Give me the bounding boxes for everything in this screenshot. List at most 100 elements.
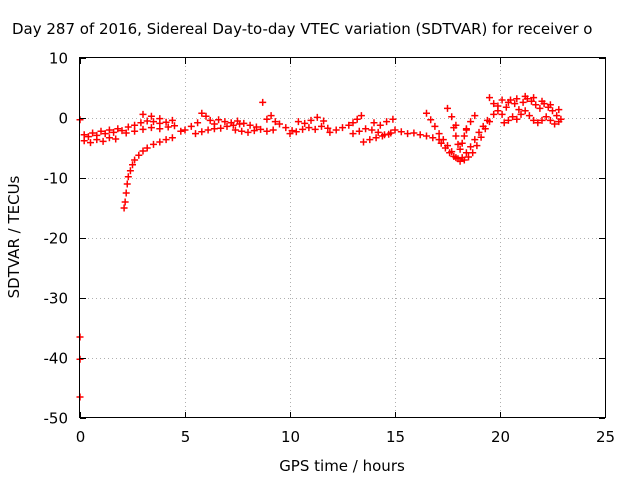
data-point [366,136,374,144]
data-point [339,124,346,132]
data-point [372,134,380,142]
data-point [391,126,399,134]
data-point [555,106,563,114]
data-point [454,140,462,148]
data-point [135,151,143,159]
data-point [311,125,319,133]
data-point [150,118,157,126]
data-point [192,130,199,138]
data-point [490,110,498,118]
data-point [259,98,267,106]
data-point [204,126,212,134]
data-point [105,134,113,142]
data-point [263,115,271,123]
data-point [385,130,393,138]
data-point [198,128,206,136]
data-point [423,132,430,140]
data-point [164,123,172,131]
data-point [355,127,363,135]
x-tick-label: 10 [281,428,300,446]
data-point [93,136,101,144]
y-tick-label: -30 [44,290,69,308]
data-point [471,112,479,120]
data-point [410,129,418,137]
data-point [137,119,145,127]
data-point [389,115,397,123]
x-tick-label: 5 [181,428,191,446]
data-point [122,129,130,137]
data-point [536,104,544,112]
series-sdtvar [76,92,565,401]
data-point [458,154,466,162]
data-point [267,112,275,120]
data-point [542,113,550,121]
data-point [450,152,458,160]
data-point [467,143,475,151]
plot-frame [79,57,606,418]
data-point [301,119,309,127]
data-point [454,155,462,163]
data-point [99,137,107,145]
data-point [435,130,443,138]
data-point [469,149,477,157]
data-point [452,132,460,140]
data-point [147,112,155,120]
data-point [252,123,260,131]
data-point [530,116,538,124]
data-point [502,103,510,111]
data-point [286,130,294,138]
data-point [171,122,178,130]
data-point [282,124,290,132]
data-point [360,138,367,146]
data-point [546,116,554,124]
data-point [143,144,151,152]
data-point [441,144,449,152]
data-point [376,121,384,129]
data-point [458,139,466,147]
data-point [521,107,529,115]
grid-lines [80,58,605,418]
data-point [126,167,134,175]
data-point [234,117,241,125]
data-point [177,127,185,135]
data-point [131,127,139,135]
x-tick-label: 20 [491,428,510,446]
data-point [429,134,437,142]
data-point [187,122,195,130]
data-point [370,119,378,127]
y-tick-label: 0 [58,110,68,128]
chart-title: Day 287 of 2016, Sidereal Day-to-day VTE… [12,20,592,38]
data-point [532,101,540,109]
data-point [257,125,265,133]
data-point [456,145,464,153]
x-tick-label: 25 [596,428,615,446]
data-point [147,124,155,132]
data-point [475,128,483,136]
data-point [313,113,321,121]
data-point [546,101,554,109]
data-point [490,100,498,108]
axis-ticks: 0 5 10 15 20 25 10 0 -10 -20 -30 -40 -50 [44,50,616,447]
data-point [122,189,130,197]
data-point [299,125,307,133]
data-point [326,128,334,136]
data-point [423,109,430,117]
data-point [162,118,170,126]
data-point [97,127,105,135]
y-tick-label: -10 [44,170,69,188]
data-point [483,116,491,124]
data-point [181,126,189,134]
data-point [162,136,170,144]
data-point [80,131,88,139]
data-point [357,112,365,120]
data-point [324,124,332,132]
data-point [446,149,454,157]
data-point [448,113,456,121]
data-point [378,132,386,140]
data-point [307,116,315,124]
data-point [345,121,353,129]
data-point [500,119,508,127]
data-point [112,135,120,143]
data-point [87,139,94,147]
data-point [292,128,300,136]
